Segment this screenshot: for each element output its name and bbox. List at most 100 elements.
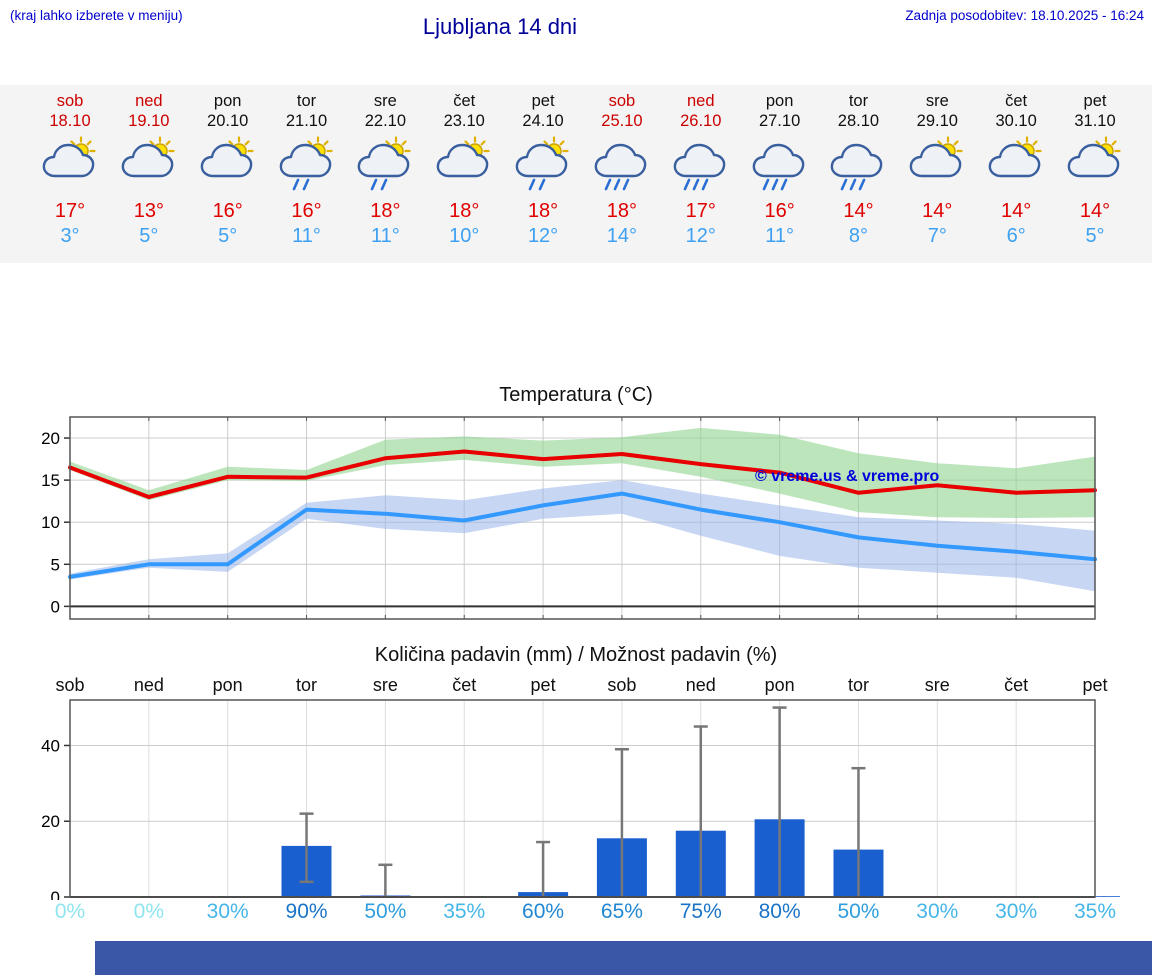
day-name: sob	[56, 92, 84, 110]
weather-icon-sun-cloud	[30, 136, 110, 193]
precip-probability: 65%	[600, 900, 643, 923]
day-name: pon	[213, 92, 242, 110]
svg-text:čet: čet	[452, 675, 476, 695]
page-title: Ljubljana 14 dni	[422, 14, 578, 39]
weather-icon-sun-cloud	[976, 136, 1056, 193]
day-date: 19.10	[128, 112, 170, 130]
weather-icon-sun-cloud	[109, 136, 189, 193]
precip-probability: 30%	[995, 900, 1038, 923]
forecast-day-28.10: tor 28.10 14° 8°	[818, 91, 898, 249]
day-name: ned	[687, 92, 715, 110]
day-min-temp: 14°	[606, 225, 638, 247]
precip-probability: 60%	[522, 900, 565, 923]
day-max-temp: 18°	[527, 200, 559, 222]
day-min-temp: 10°	[449, 225, 480, 247]
day-date: 25.10	[601, 112, 643, 130]
precip-probability: 35%	[443, 900, 486, 923]
temperature-chart-title: Temperatura (°C)	[499, 384, 653, 406]
day-min-temp: 5°	[218, 225, 238, 247]
day-max-temp: 14°	[922, 200, 953, 222]
day-min-temp: 7°	[927, 225, 947, 247]
svg-text:pon: pon	[765, 675, 795, 695]
weather-icon-sun-cloud	[1055, 136, 1135, 193]
day-name: pon	[765, 92, 794, 110]
day-min-temp: 5°	[1085, 225, 1105, 247]
svg-text:pet: pet	[531, 675, 556, 695]
svg-text:pet: pet	[1082, 675, 1107, 695]
svg-text:20: 20	[41, 429, 60, 448]
day-date: 20.10	[207, 112, 249, 130]
day-name: tor	[296, 92, 317, 110]
day-min-temp: 6°	[1006, 225, 1026, 247]
weather-icon-cloud-rain	[661, 136, 741, 193]
svg-text:sob: sob	[607, 675, 636, 695]
day-name: ned	[135, 92, 163, 110]
weather-icon-cloud-rain	[582, 136, 662, 193]
day-max-temp: 17°	[685, 200, 716, 222]
day-date: 21.10	[285, 112, 328, 130]
day-name: sre	[925, 92, 949, 110]
day-name: sob	[608, 92, 636, 110]
svg-text:sre: sre	[925, 675, 950, 695]
svg-text:40: 40	[41, 736, 60, 755]
weather-icon-sun-cloud-rain	[345, 136, 425, 193]
precip-probability: 75%	[679, 900, 722, 923]
day-max-temp: 14°	[1079, 200, 1111, 222]
precip-probability: 30%	[916, 900, 959, 923]
forecast-day-31.10: pet 31.10 14° 5°	[1055, 91, 1135, 249]
day-min-temp: 11°	[292, 225, 321, 247]
forecast-day-20.10: pon 20.10 16° 5°	[188, 91, 268, 249]
weather-icon-cloud-rain	[740, 136, 820, 193]
weather-icon-sun-cloud-rain	[503, 136, 583, 193]
svg-text:© vreme.us & vreme.pro: © vreme.us & vreme.pro	[755, 468, 940, 485]
day-date: 18.10	[49, 112, 91, 130]
forecast-day-21.10: tor 21.10 16° 11°	[267, 91, 347, 249]
day-date: 22.10	[364, 112, 407, 130]
svg-text:5: 5	[51, 555, 60, 574]
precip-probability: 90%	[285, 900, 328, 923]
day-max-temp: 16°	[212, 200, 243, 222]
svg-text:15: 15	[41, 471, 60, 490]
precip-probability: 30%	[206, 900, 249, 923]
day-name: čet	[1005, 92, 1028, 110]
precip-probability: 50%	[837, 900, 880, 923]
day-min-temp: 11°	[765, 225, 794, 247]
footer-bar	[95, 941, 1152, 975]
day-date: 31.10	[1074, 112, 1116, 130]
svg-text:čet: čet	[1004, 675, 1028, 695]
weather-icon-cloud-rain	[818, 136, 898, 193]
last-update: Zadnja posodobitev: 18.10.2025 - 16:24	[905, 8, 1144, 23]
svg-text:ned: ned	[134, 675, 164, 695]
svg-text:0: 0	[51, 597, 60, 616]
day-max-temp: 18°	[370, 200, 401, 222]
day-date: 28.10	[837, 112, 880, 130]
day-date: 29.10	[916, 112, 958, 130]
day-min-temp: 5°	[139, 225, 159, 247]
day-name: pet	[1083, 92, 1107, 110]
day-min-temp: 12°	[527, 225, 559, 247]
day-max-temp: 17°	[54, 200, 86, 222]
day-min-temp: 3°	[60, 225, 80, 247]
svg-text:10: 10	[41, 513, 60, 532]
day-max-temp: 18°	[606, 200, 638, 222]
day-date: 23.10	[443, 112, 485, 130]
forecast-strip: sob 18.10 17° 3° ned 19.10 13° 5° pon 20.10 16° 5° t…	[0, 85, 1152, 263]
svg-text:sre: sre	[373, 675, 398, 695]
temperature-chart: 0 5 10 15 20 © vreme.us & vreme.pro	[41, 416, 1097, 620]
day-max-temp: 14°	[843, 200, 874, 222]
precipitation-chart: sob ned pon tor sre čet pet sob ned pon tor sre čet p…	[41, 675, 1120, 900]
forecast-day-26.10: ned 26.10 17° 12°	[661, 91, 741, 249]
precipitation-probability-row: 0% 0% 30% 90% 50% 35% 60% 65% 75% 80% 50% 30% 30% 35%	[0, 900, 1152, 930]
forecast-day-30.10: čet 30.10 14° 6°	[976, 91, 1056, 249]
day-min-temp: 12°	[685, 225, 716, 247]
day-max-temp: 14°	[1001, 200, 1032, 222]
menu-hint: (kraj lahko izberete v meniju)	[10, 8, 183, 23]
forecast-day-27.10: pon 27.10 16° 11°	[740, 91, 820, 249]
weather-icon-sun-cloud	[897, 136, 977, 193]
svg-text:ned: ned	[686, 675, 716, 695]
forecast-day-23.10: čet 23.10 18° 10°	[424, 91, 504, 249]
svg-text:tor: tor	[296, 675, 317, 695]
day-max-temp: 16°	[764, 200, 795, 222]
forecast-day-18.10: sob 18.10 17° 3°	[30, 91, 110, 249]
